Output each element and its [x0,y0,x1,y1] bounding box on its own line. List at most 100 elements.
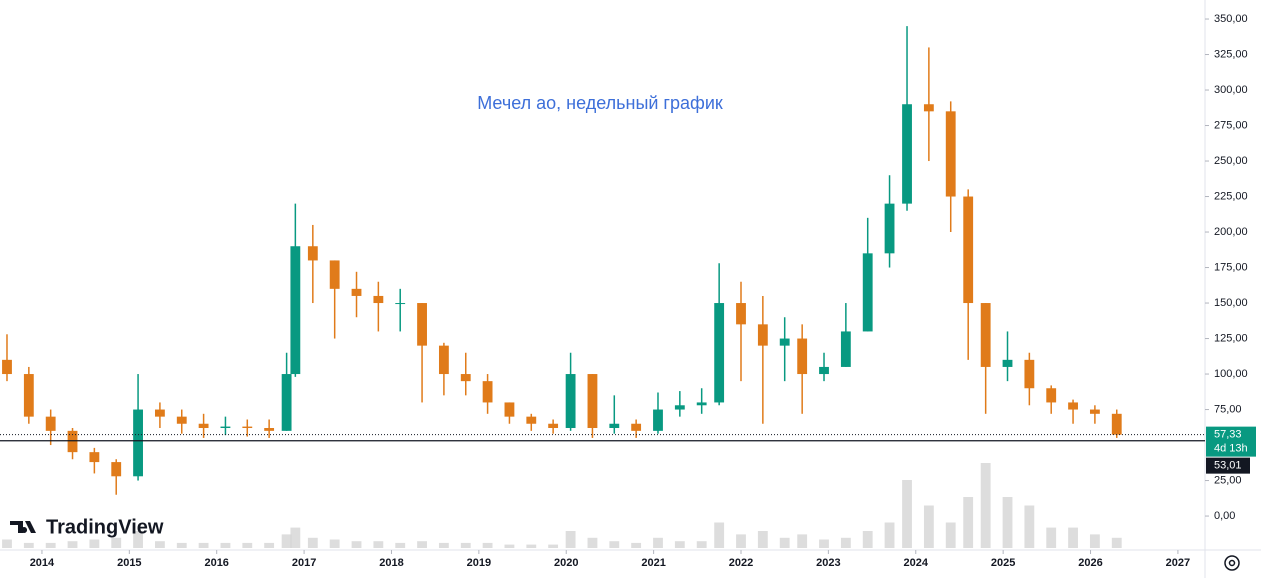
volume-bar [609,541,620,548]
volume-bar [176,542,187,548]
x-tick-label: 2014 [30,557,55,569]
last-price-box [1206,426,1256,457]
x-tick-label: 2019 [467,557,491,569]
volume-bar [862,531,873,548]
x-tick-label: 2017 [292,557,316,569]
candle-body [460,374,471,382]
volume-bar [736,534,746,548]
logo-icon [10,521,36,533]
y-tick-label: 75,00 [1214,403,1242,415]
candle-body [526,416,537,424]
volume-bar [482,542,493,548]
volume-bar [133,531,143,548]
x-tick-label: 2023 [816,557,840,569]
candle-body [779,338,790,346]
y-tick-label: 0,00 [1214,510,1235,522]
volume-bar [417,541,427,548]
settings-icon[interactable] [1224,555,1240,571]
volume-bar [548,544,559,548]
candle-body [482,381,493,403]
candle-layer [2,26,1122,495]
candle-body [89,452,100,463]
volume-bar [504,544,515,548]
settings-ring[interactable] [1224,555,1240,571]
volume-bar [526,544,537,548]
last-price-label: 57,33 [1214,429,1242,441]
chart-title: Мечел ао, недельный график [477,93,723,113]
candle-body [631,423,642,431]
candle-body [198,423,209,429]
volume-bar [351,541,362,548]
settings-hub[interactable] [1228,559,1236,567]
logo: TradingView [10,516,164,538]
candle-body [1089,409,1100,414]
candle-body [609,423,620,429]
level-label: 53,01 [1214,460,1242,472]
candle-body [504,402,515,417]
volume-bar [438,542,449,548]
candle-body [923,104,934,112]
volume-bar [281,534,292,548]
x-tick-label: 2027 [1166,557,1190,569]
candle-body [417,303,427,346]
x-tick-label: 2021 [641,557,665,569]
volume-bar [198,542,209,548]
candle-body [587,374,598,429]
volume-bar [220,542,231,548]
candle-body [548,423,559,429]
volume-bar [154,541,165,548]
candle-body [133,409,143,477]
volume-bar [902,480,912,548]
volume-bar [945,522,956,548]
candle-body [438,345,449,375]
volume-bar [67,541,78,548]
x-tick-label: 2018 [379,557,403,569]
candle-body [45,416,56,431]
candle-body [395,303,406,305]
volume-bar [1068,527,1078,548]
y-tick-label: 150,00 [1214,297,1248,309]
candle-body [307,246,318,261]
y-tick-label: 250,00 [1214,155,1248,167]
volume-bar [779,537,790,548]
volume-bar [696,541,707,548]
x-tick-label: 2020 [554,557,578,569]
y-tick-label: 325,00 [1214,48,1248,60]
volume-bar [111,537,122,548]
y-tick-label: 200,00 [1214,226,1248,238]
candle-body [980,303,991,367]
countdown-label: 4d 13h [1214,443,1248,455]
x-tick-label: 2016 [204,557,228,569]
x-tick-label: 2022 [729,557,753,569]
volume-bar [307,537,318,548]
x-tick-label: 2025 [991,557,1015,569]
y-tick-label: 125,00 [1214,332,1248,344]
candle-body [1046,388,1057,403]
candle-body [757,324,768,346]
volume-bar [2,539,12,548]
volume-bar [884,522,895,548]
candle-body [1002,359,1013,367]
candle-body [2,359,12,375]
candle-body [1068,402,1078,410]
candle-body [714,303,725,403]
candle-body [67,430,78,453]
candle-body [281,374,292,431]
volume-bar [757,531,768,548]
y-tick-label: 175,00 [1214,261,1248,273]
volume-bar [89,539,100,548]
volume-bar [1024,505,1035,548]
volume-bar [395,542,406,548]
candle-body [290,246,301,375]
volume-bar [290,527,301,548]
x-tick-label: 2015 [117,557,141,569]
candle-body [154,409,165,417]
candle-body [862,253,873,332]
x-tick-label: 2024 [904,557,929,569]
candle-body [220,426,231,429]
candle-body [565,374,576,429]
volume-bar [1111,537,1122,548]
candle-body [797,338,808,375]
